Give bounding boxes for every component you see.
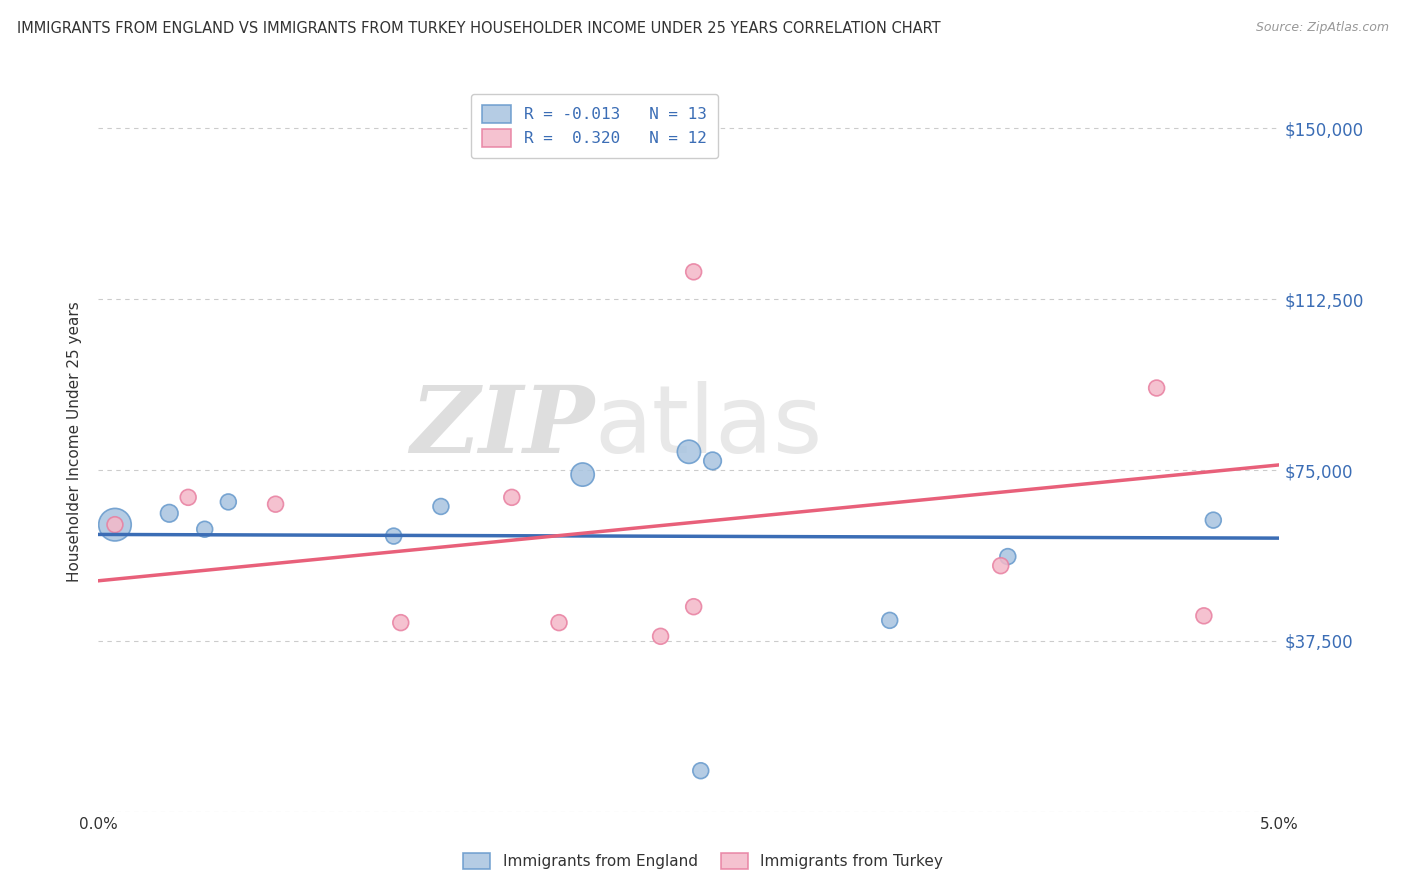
Point (1202, 513, 1225, 527)
Text: Source: ZipAtlas.com: Source: ZipAtlas.com (1256, 21, 1389, 34)
Legend: Immigrants from England, Immigrants from Turkey: Immigrants from England, Immigrants from… (457, 847, 949, 875)
Point (177, 491, 200, 505)
Point (382, 529, 405, 543)
Text: ZIP: ZIP (411, 382, 595, 472)
Text: IMMIGRANTS FROM ENGLAND VS IMMIGRANTS FROM TURKEY HOUSEHOLDER INCOME UNDER 25 YE: IMMIGRANTS FROM ENGLAND VS IMMIGRANTS FR… (17, 21, 941, 36)
Text: atlas: atlas (595, 381, 823, 473)
Point (264, 497, 287, 511)
Point (217, 495, 239, 509)
Legend: R = -0.013   N = 13, R =  0.320   N = 12: R = -0.013 N = 13, R = 0.320 N = 12 (471, 95, 718, 158)
Point (104, 517, 127, 532)
Point (430, 500, 453, 514)
Point (689, 764, 711, 778)
Point (501, 491, 523, 505)
Point (157, 506, 180, 520)
Point (1146, 381, 1168, 395)
Point (1192, 608, 1215, 623)
Point (997, 549, 1019, 564)
Point (702, 454, 724, 468)
Point (682, 265, 704, 279)
Point (990, 558, 1012, 573)
Point (571, 467, 593, 482)
Point (548, 615, 571, 630)
Y-axis label: Householder Income Under 25 years: Householder Income Under 25 years (67, 301, 83, 582)
Point (678, 444, 700, 458)
Point (389, 615, 412, 630)
Point (682, 599, 704, 614)
Point (104, 517, 127, 532)
Point (650, 629, 672, 643)
Point (194, 522, 217, 536)
Point (879, 613, 901, 627)
